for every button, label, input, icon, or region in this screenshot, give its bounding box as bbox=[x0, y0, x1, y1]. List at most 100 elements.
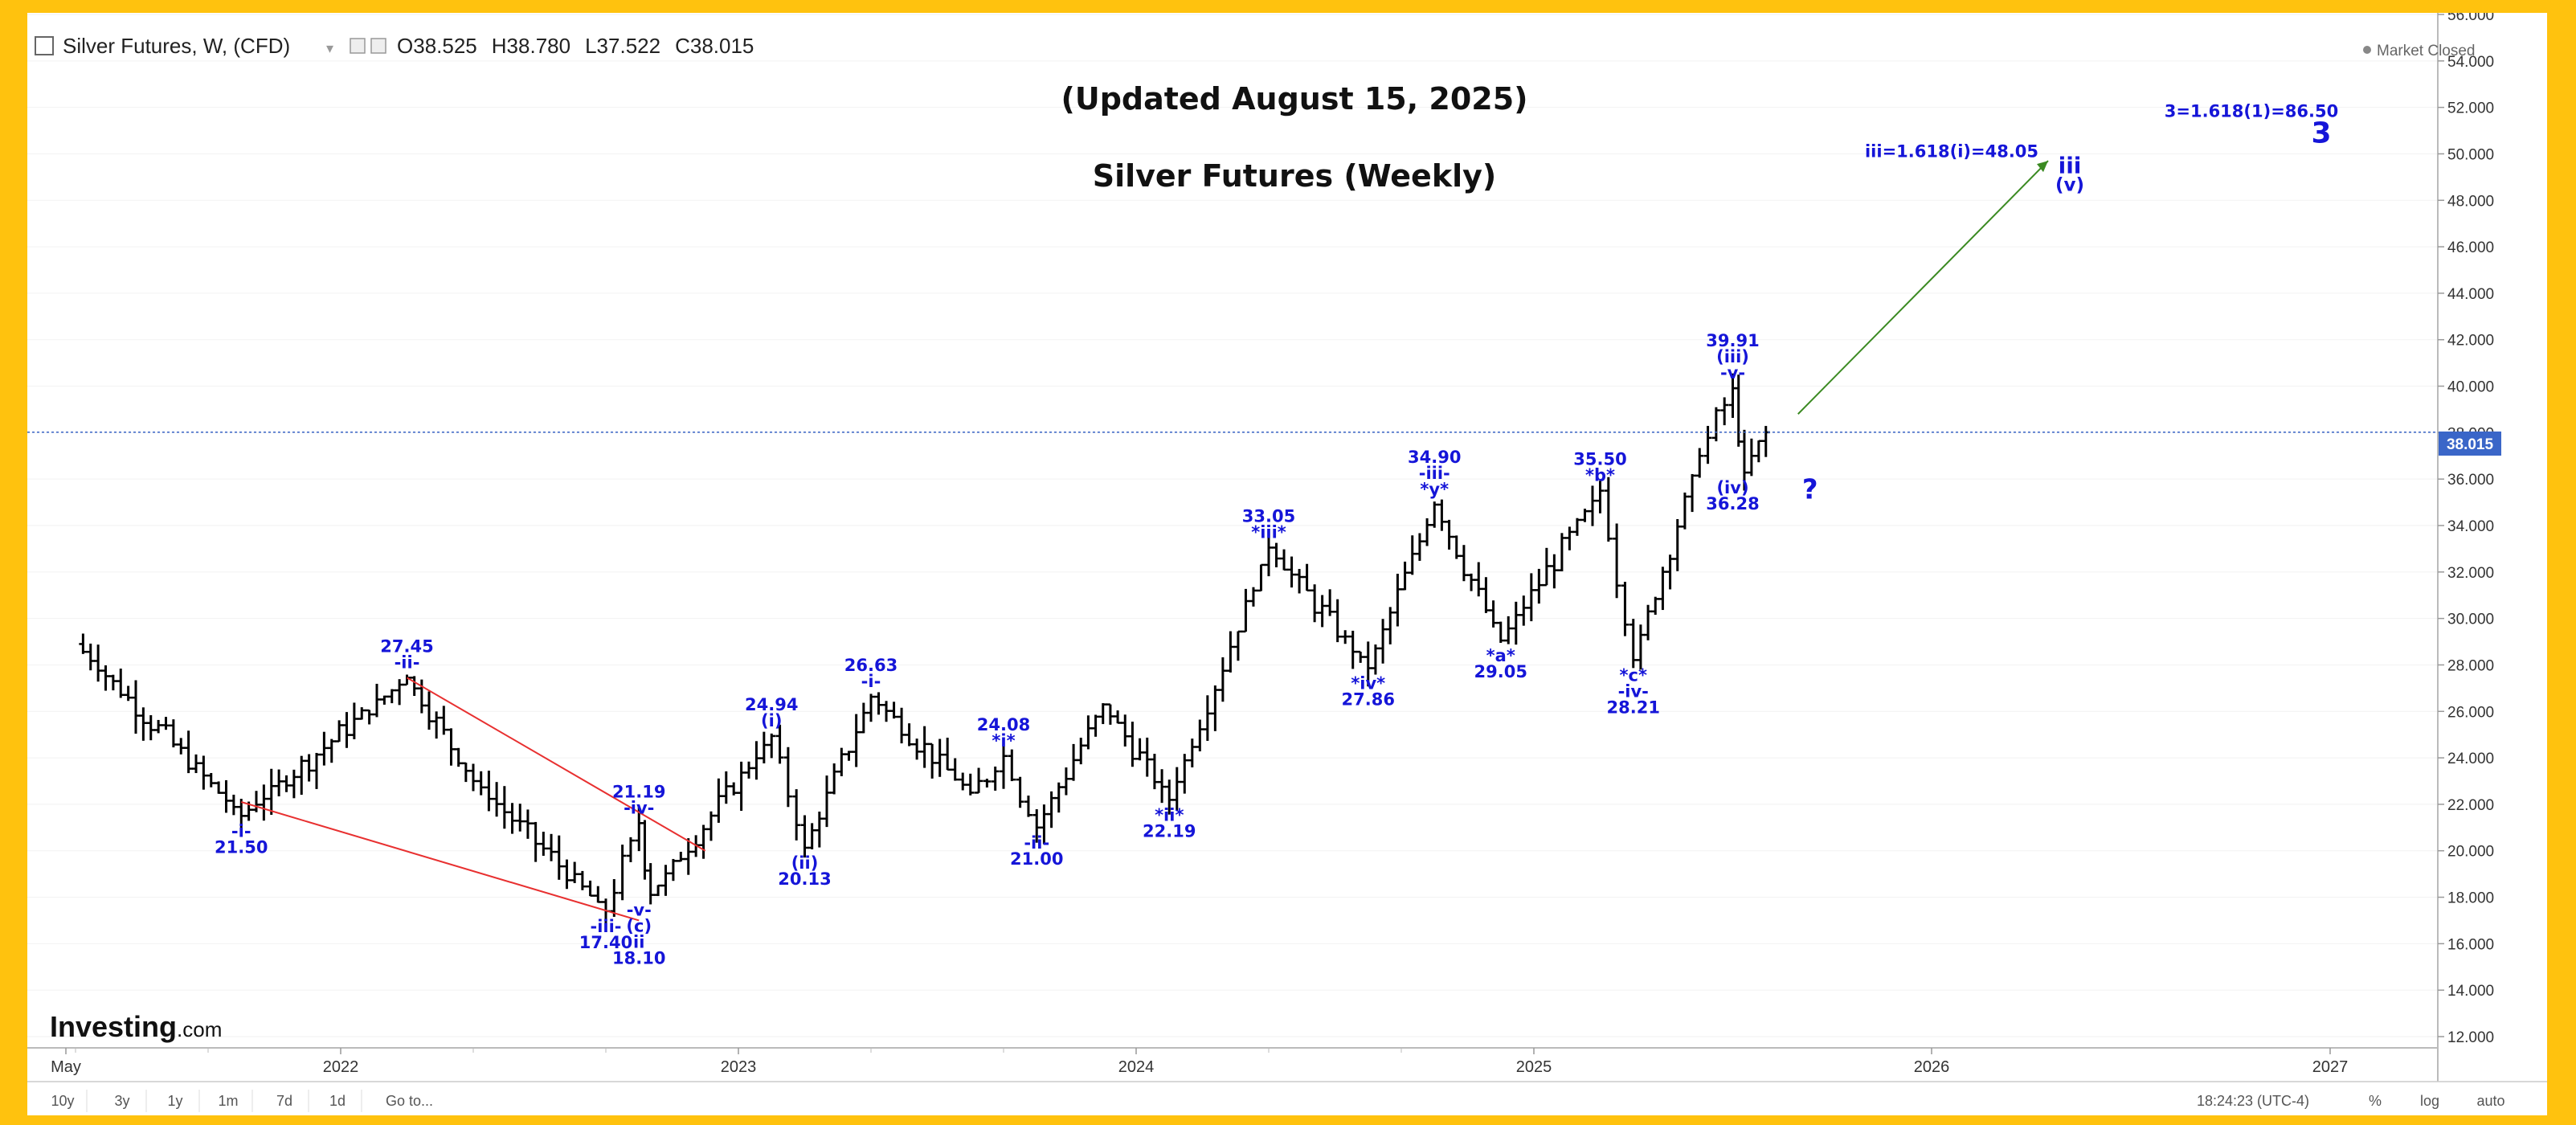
y-tick-label: 14.000 bbox=[2447, 983, 2494, 1000]
goto-button[interactable]: Go to... bbox=[386, 1093, 433, 1109]
wave-label: -i- bbox=[231, 821, 251, 841]
high-value: 38.780 bbox=[507, 34, 571, 58]
symbol-icon bbox=[35, 36, 54, 55]
wave-label: -ii- bbox=[395, 652, 420, 672]
wave-label: *ii* bbox=[1155, 805, 1184, 824]
y-tick-label: 40.000 bbox=[2447, 379, 2494, 396]
range-button-1y[interactable]: 1y bbox=[167, 1093, 182, 1109]
investing-logo: Investing.com bbox=[50, 1010, 222, 1043]
wave-label: 33.05 bbox=[1242, 506, 1295, 526]
x-tick-label: 2025 bbox=[1516, 1058, 1552, 1076]
projection-arrow bbox=[1797, 160, 2049, 415]
y-tick-label: 54.000 bbox=[2447, 54, 2494, 71]
y-tick-label: 50.000 bbox=[2447, 146, 2494, 163]
range-button-10y[interactable]: 10y bbox=[51, 1093, 74, 1109]
low-value: 37.522 bbox=[597, 34, 661, 58]
toggle-percent[interactable]: % bbox=[2369, 1093, 2382, 1109]
last-price-value: 38.015 bbox=[2447, 436, 2494, 453]
wave-label: 39.91 bbox=[1706, 331, 1759, 350]
wave-label: 28.21 bbox=[1607, 698, 1660, 717]
wave-label: 29.05 bbox=[1474, 662, 1527, 681]
wave-label: ? bbox=[1802, 474, 1818, 506]
y-tick-label: 28.000 bbox=[2447, 657, 2494, 674]
wave-label: -iii- bbox=[590, 917, 621, 936]
wave-label: (ii) bbox=[791, 853, 819, 873]
wave-label: *y* bbox=[1420, 480, 1449, 499]
target-wave-mark: (v) bbox=[2055, 174, 2084, 195]
y-tick-label: 20.000 bbox=[2447, 844, 2494, 861]
wave-label: *iv* bbox=[1351, 674, 1385, 693]
wave-label: -i- bbox=[861, 672, 881, 691]
projection-arrowhead bbox=[2037, 161, 2048, 173]
wave-label: 21.00 bbox=[1010, 849, 1063, 869]
close-value: 38.015 bbox=[690, 34, 754, 58]
y-tick-label: 46.000 bbox=[2447, 239, 2494, 256]
x-tick-label: 2024 bbox=[1118, 1058, 1155, 1076]
y-tick-label: 22.000 bbox=[2447, 797, 2494, 814]
status-dot-icon bbox=[2363, 46, 2371, 54]
y-tick-label: 52.000 bbox=[2447, 100, 2494, 117]
wave-label: 34.90 bbox=[1408, 448, 1461, 467]
wave-label: -iv- bbox=[1618, 681, 1649, 701]
chart-subtitle: (Updated August 15, 2025) bbox=[1061, 81, 1527, 117]
x-tick-label: May bbox=[51, 1058, 81, 1076]
wave-label: 20.13 bbox=[778, 869, 831, 889]
toggle-log[interactable]: log bbox=[2420, 1093, 2439, 1109]
price-chart[interactable]: -i-21.5027.45-ii-21.19-iv--iii-17.40-v-(… bbox=[27, 13, 2547, 1115]
x-tick-label: 2026 bbox=[1914, 1058, 1950, 1076]
y-tick-label: 34.000 bbox=[2447, 518, 2494, 535]
wave-label: 27.86 bbox=[1342, 690, 1395, 710]
chevron-down-icon[interactable]: ▾ bbox=[326, 40, 333, 57]
wave-label: -iv- bbox=[624, 798, 654, 817]
wedge-lower-line bbox=[240, 801, 640, 922]
range-button-1d[interactable]: 1d bbox=[329, 1093, 346, 1109]
settings-icon[interactable] bbox=[350, 38, 366, 54]
y-tick-label: 24.000 bbox=[2447, 751, 2494, 767]
wave-label: *a* bbox=[1486, 646, 1515, 665]
wave-label: *iii* bbox=[1251, 522, 1286, 542]
wave-label: 17.40 bbox=[579, 933, 632, 952]
y-tick-label: 36.000 bbox=[2447, 472, 2494, 489]
y-tick-label: 12.000 bbox=[2447, 1029, 2494, 1046]
wave-label: (c) bbox=[626, 917, 652, 936]
target-wave-mark: 3 bbox=[2311, 117, 2331, 150]
symbol-name[interactable]: Silver Futures, W, (CFD) bbox=[63, 34, 290, 58]
wave-label: *c* bbox=[1620, 665, 1647, 685]
y-tick-label: 44.000 bbox=[2447, 286, 2494, 303]
wave-label: 24.08 bbox=[977, 715, 1030, 734]
chart-frame: -i- 21.50 27.45 -ii- 21.19 -iv- -iii- 17.40 -v-(… bbox=[27, 13, 2547, 1115]
wave-label: 27.45 bbox=[380, 636, 433, 656]
range-button-3y[interactable]: 3y bbox=[114, 1093, 129, 1109]
wave-label: 35.50 bbox=[1573, 450, 1626, 469]
wave-label: (i) bbox=[761, 711, 782, 730]
wave-label: (iii) bbox=[1716, 347, 1749, 366]
open-value: 38.525 bbox=[413, 34, 477, 58]
target-label: 3=1.618(1)=86.50 bbox=[2165, 102, 2338, 121]
toggle-auto[interactable]: auto bbox=[2476, 1093, 2504, 1109]
wave-label: 18.10 bbox=[612, 949, 665, 968]
wave-label: -v- bbox=[1720, 363, 1745, 382]
wave-label: -iii- bbox=[1419, 464, 1450, 483]
wave-label: ii bbox=[633, 933, 644, 952]
high-label: H bbox=[492, 34, 507, 58]
close-icon[interactable] bbox=[370, 38, 386, 54]
market-status: Market Closed bbox=[2377, 43, 2476, 59]
low-label: L bbox=[585, 34, 596, 58]
y-tick-label: 48.000 bbox=[2447, 193, 2494, 210]
y-tick-label: 42.000 bbox=[2447, 333, 2494, 350]
x-tick-label: 2023 bbox=[721, 1058, 757, 1076]
range-button-1m[interactable]: 1m bbox=[218, 1093, 238, 1109]
x-tick-label: 2022 bbox=[323, 1058, 359, 1076]
wave-label: 22.19 bbox=[1143, 821, 1196, 841]
range-button-7d[interactable]: 7d bbox=[276, 1093, 292, 1109]
target-label: iii=1.618(i)=48.05 bbox=[1865, 141, 2038, 161]
x-tick-label: 2027 bbox=[2312, 1058, 2349, 1076]
wave-label: *i* bbox=[992, 731, 1015, 751]
wave-label: 24.94 bbox=[745, 695, 798, 714]
y-tick-label: 56.000 bbox=[2447, 13, 2494, 24]
wave-label: 21.19 bbox=[612, 782, 665, 801]
close-label: C bbox=[675, 34, 690, 58]
symbol-legend[interactable]: Silver Futures, W, (CFD) ▾ O38.525 H38.78… bbox=[35, 34, 754, 58]
wedge-upper-line bbox=[406, 677, 706, 852]
